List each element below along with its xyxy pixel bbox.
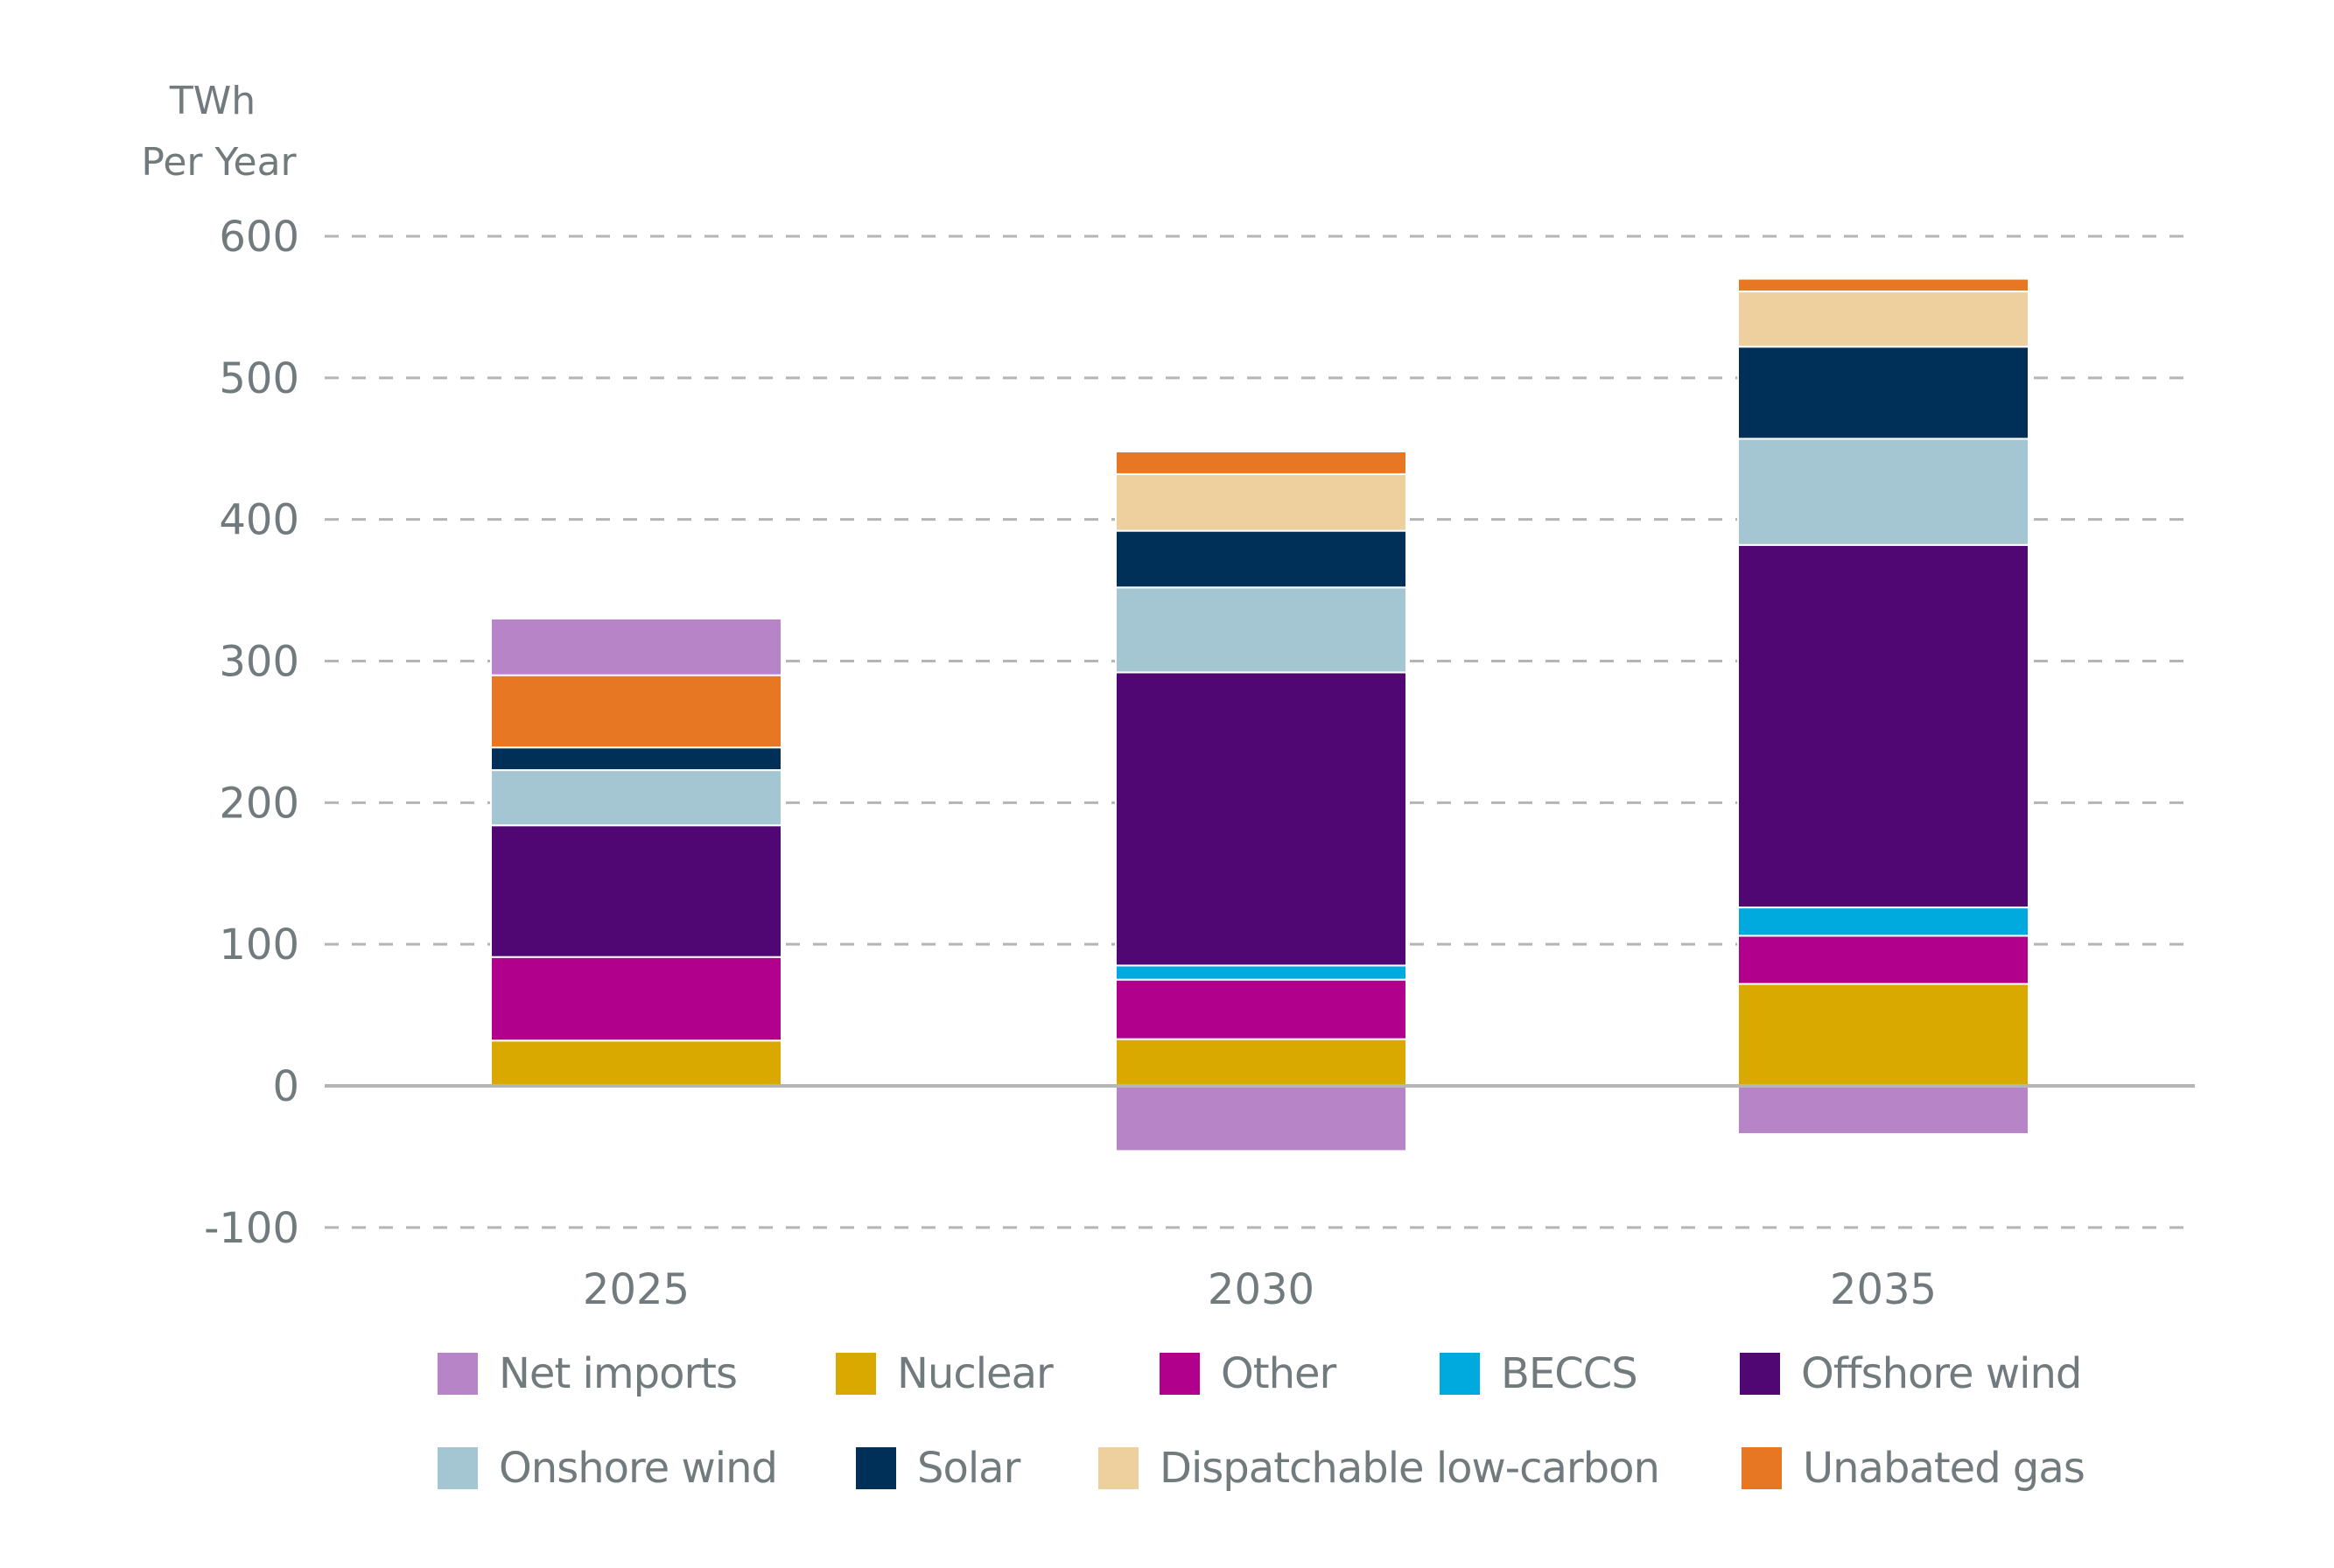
bar-segment-net-imports <box>490 617 782 676</box>
legend-item-nuclear: Nuclear <box>836 1349 1054 1398</box>
legend-swatch <box>1160 1353 1200 1395</box>
bar-segment-offshore-wind <box>1737 543 2029 909</box>
y-axis-title-line-1: TWh <box>169 79 256 123</box>
bar-segment-unabated-gas <box>490 674 782 749</box>
legend-item-unabated-gas: Unabated gas <box>1742 1444 2085 1493</box>
bar-segment-other <box>490 956 782 1042</box>
legend-label: Offshore wind <box>1801 1349 2082 1398</box>
legend-label: Solar <box>917 1444 1020 1493</box>
legend-swatch <box>438 1353 478 1395</box>
legend-item-net-imports: Net imports <box>438 1349 738 1398</box>
bars <box>490 277 2029 1152</box>
bar-segment-net-imports <box>1115 1085 1407 1152</box>
bar-segment-solar <box>490 746 782 772</box>
bar-group-2025 <box>490 617 782 1088</box>
bar-segment-offshore-wind <box>1115 671 1407 967</box>
x-axis-ticks: 2025 2030 2035 <box>583 1265 1937 1314</box>
y-tick-label: 300 <box>219 638 299 687</box>
legend-label: Unabated gas <box>1803 1444 2085 1493</box>
legend-label: Onshore wind <box>499 1444 778 1493</box>
bar-segment-nuclear <box>1115 1038 1407 1087</box>
y-tick-label: 500 <box>219 354 299 403</box>
bar-segment-nuclear <box>1737 983 2029 1087</box>
bar-segment-other <box>1737 934 2029 985</box>
bar-segment-dispatchable-low-carbon <box>1115 472 1407 532</box>
y-axis-title-line-2: Per Year <box>141 140 297 185</box>
legend-label: Net imports <box>499 1349 738 1398</box>
bar-segment-onshore-wind <box>1737 438 2029 546</box>
legend-item-solar: Solar <box>856 1444 1020 1493</box>
y-tick-label: 200 <box>219 779 299 828</box>
legend-label: Nuclear <box>897 1349 1054 1398</box>
y-tick-label: -100 <box>204 1204 299 1253</box>
bar-segment-other <box>1115 978 1407 1040</box>
legend-swatch <box>836 1353 876 1395</box>
y-axis-title: TWh Per Year <box>141 79 297 185</box>
legend-label: BECCS <box>1501 1349 1638 1398</box>
legend-item-beccs: BECCS <box>1440 1349 1638 1398</box>
y-tick-label: 400 <box>219 496 299 545</box>
legend-item-other: Other <box>1160 1349 1336 1398</box>
x-tick-label: 2030 <box>1208 1265 1314 1314</box>
legend-swatch <box>856 1447 896 1489</box>
bar-segment-beccs <box>1115 964 1407 981</box>
bar-segment-onshore-wind <box>1115 586 1407 674</box>
bar-segment-solar <box>1115 529 1407 589</box>
bar-group-2030 <box>1115 450 1407 1152</box>
x-tick-label: 2025 <box>583 1265 690 1314</box>
legend-swatch <box>1098 1447 1139 1489</box>
bar-segment-nuclear <box>490 1040 782 1088</box>
bar-segment-beccs <box>1737 906 2029 937</box>
bar-segment-dispatchable-low-carbon <box>1737 290 2029 348</box>
y-tick-label: 600 <box>219 213 299 262</box>
legend-swatch <box>1740 1353 1780 1395</box>
y-tick-label: 0 <box>272 1062 299 1111</box>
y-axis-ticks: 600 500 400 300 200 100 0 -100 <box>204 213 299 1253</box>
legend-item-onshore-wind: Onshore wind <box>438 1444 778 1493</box>
bar-segment-unabated-gas <box>1115 450 1407 475</box>
bar-group-2035 <box>1737 277 2029 1136</box>
legend-swatch <box>1440 1353 1480 1395</box>
y-tick-label: 100 <box>219 920 299 970</box>
legend-item-offshore-wind: Offshore wind <box>1740 1349 2082 1398</box>
bar-segment-solar <box>1737 346 2029 440</box>
legend-swatch <box>1742 1447 1782 1489</box>
legend-label: Dispatchable low-carbon <box>1160 1444 1660 1493</box>
bar-segment-unabated-gas <box>1737 277 2029 293</box>
bar-segment-net-imports <box>1737 1085 2029 1136</box>
legend-swatch <box>438 1447 478 1489</box>
legend-item-dispatchable-low-carbon: Dispatchable low-carbon <box>1098 1444 1660 1493</box>
bar-segment-onshore-wind <box>490 769 782 827</box>
legend-label: Other <box>1221 1349 1336 1398</box>
bar-segment-offshore-wind <box>490 824 782 958</box>
x-tick-label: 2035 <box>1830 1265 1937 1314</box>
